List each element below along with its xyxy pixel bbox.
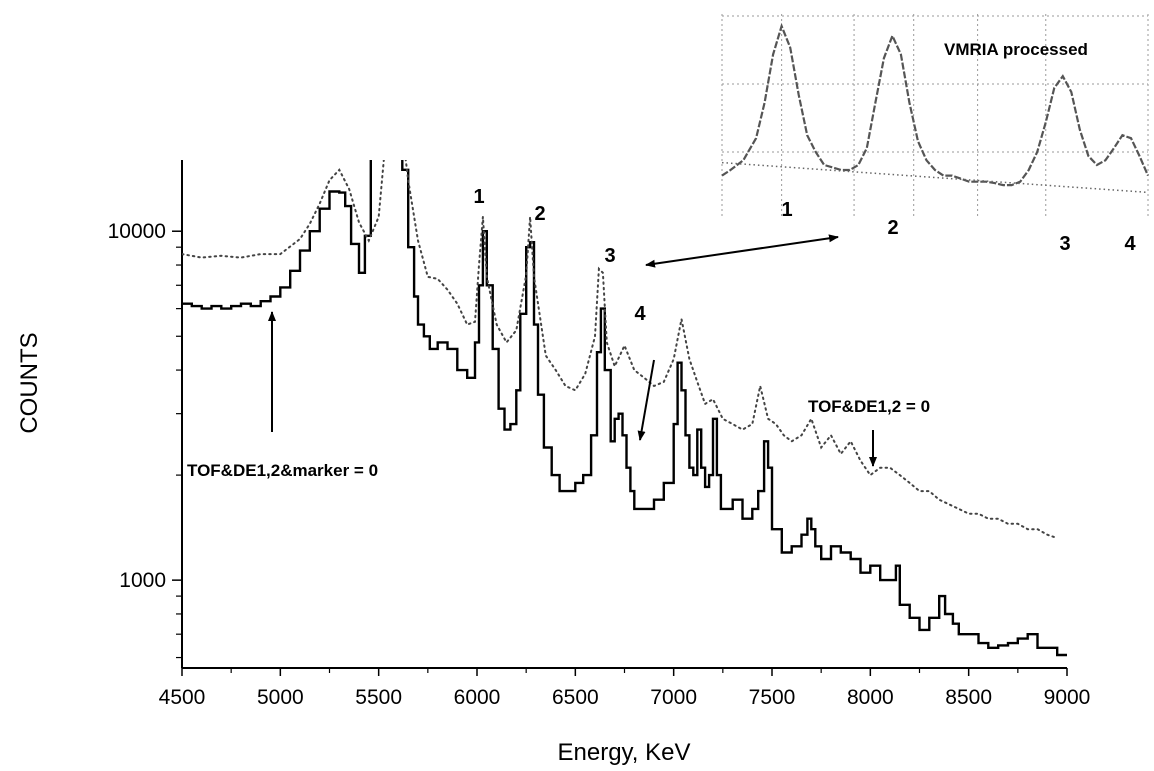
peak4-arrow <box>637 359 655 441</box>
solid-series-annotation: TOF&DE1,2&marker = 0 <box>187 461 378 480</box>
inset-series-group <box>721 22 1150 194</box>
inset-fit-curve <box>721 22 1150 187</box>
y-ticks: 1000 10000 <box>108 220 182 659</box>
inset-peak-label-2: 2 <box>887 217 898 239</box>
inset-plot: VMRIA processed 1 2 3 4 <box>718 10 1150 255</box>
inset-peak-label-1: 1 <box>781 199 792 221</box>
main-plot: 4500 5000 5500 6000 6500 7000 7500 8000 8500 9000… <box>16 160 1091 766</box>
inset-peak-label-4: 4 <box>1124 233 1136 255</box>
main-peak-label-4: 4 <box>634 303 646 325</box>
inset-grid <box>721 14 1149 216</box>
y-axis-title: COUNTS <box>16 332 43 433</box>
inset-background <box>718 10 1150 218</box>
x-tick-label: 7500 <box>749 686 796 709</box>
inset-peak-label-3: 3 <box>1059 233 1070 255</box>
x-tick-label: 5500 <box>355 686 402 709</box>
x-tick-label: 8000 <box>847 686 894 709</box>
x-tick-label: 7000 <box>650 686 697 709</box>
x-tick-label: 4500 <box>159 686 206 709</box>
spectrum-dotted-line <box>182 160 1059 540</box>
y-tick-label: 1000 <box>119 569 166 592</box>
x-axis-title: Energy, KeV <box>558 739 691 766</box>
x-tick-label: 6500 <box>552 686 599 709</box>
main-peak-label-3: 3 <box>604 245 615 267</box>
x-ticks: 4500 5000 5500 6000 6500 7000 7500 8000 8500 9000 <box>159 668 1091 709</box>
x-tick-label: 5000 <box>257 686 304 709</box>
x-tick-label: 6000 <box>454 686 501 709</box>
dotted-series-annotation: TOF&DE1,2 = 0 <box>808 397 930 416</box>
main-peak-label-2: 2 <box>534 203 545 225</box>
x-tick-label: 9000 <box>1044 686 1091 709</box>
inset-baseline <box>721 161 1149 194</box>
y-tick-label: 10000 <box>108 220 166 243</box>
main-series-group <box>182 160 1067 657</box>
x-tick-label: 8500 <box>945 686 992 709</box>
inset-title: VMRIA processed <box>944 40 1088 59</box>
correspondence-double-arrow <box>645 234 839 268</box>
main-peak-label-1: 1 <box>473 186 484 208</box>
